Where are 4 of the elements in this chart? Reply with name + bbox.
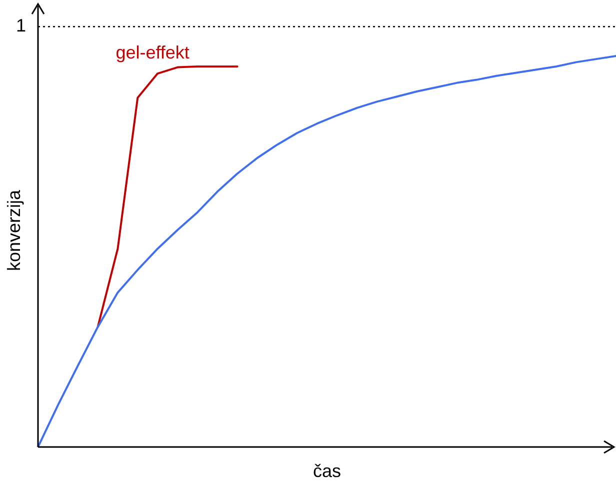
series-label: gel-effekt bbox=[116, 42, 190, 62]
x-axis-title: čas bbox=[312, 461, 342, 482]
ref-line-label: 1 bbox=[16, 16, 26, 36]
y-axis-title: konverzija bbox=[4, 189, 24, 272]
